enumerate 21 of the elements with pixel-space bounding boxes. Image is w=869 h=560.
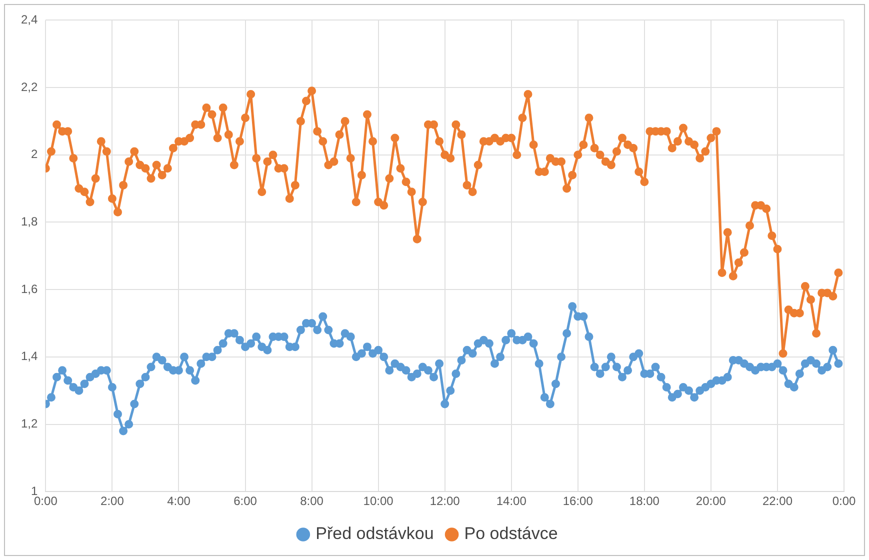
x-tick-label: 22:00 bbox=[762, 494, 793, 508]
x-tick-label: 0:00 bbox=[832, 494, 856, 508]
y-tick-label: 1,4 bbox=[20, 349, 38, 364]
x-tick-label: 16:00 bbox=[562, 494, 594, 508]
y-tick-label: 2,4 bbox=[20, 12, 38, 27]
y-tick-label: 2,2 bbox=[20, 80, 38, 94]
x-tick-label: 20:00 bbox=[696, 494, 726, 508]
y-tick-label: 1,8 bbox=[20, 214, 38, 229]
x-tick-label: 14:00 bbox=[496, 494, 527, 508]
y-tick-label: 1,6 bbox=[20, 282, 38, 296]
y-tick-label: 2 bbox=[30, 147, 38, 162]
x-tick-label: 4:00 bbox=[167, 494, 191, 508]
x-tick-label: 18:00 bbox=[629, 494, 660, 508]
y-tick-label: 1,2 bbox=[20, 416, 38, 431]
legend-label: Po odstávce bbox=[464, 524, 558, 544]
x-tick-label: 10:00 bbox=[363, 494, 394, 508]
x-tick-label: 12:00 bbox=[430, 494, 460, 508]
x-tick-label: 2:00 bbox=[100, 494, 124, 508]
x-tick-label: 6:00 bbox=[234, 494, 258, 508]
legend-label: Před odstávkou bbox=[316, 524, 434, 544]
x-tick-label: 8:00 bbox=[300, 494, 324, 508]
